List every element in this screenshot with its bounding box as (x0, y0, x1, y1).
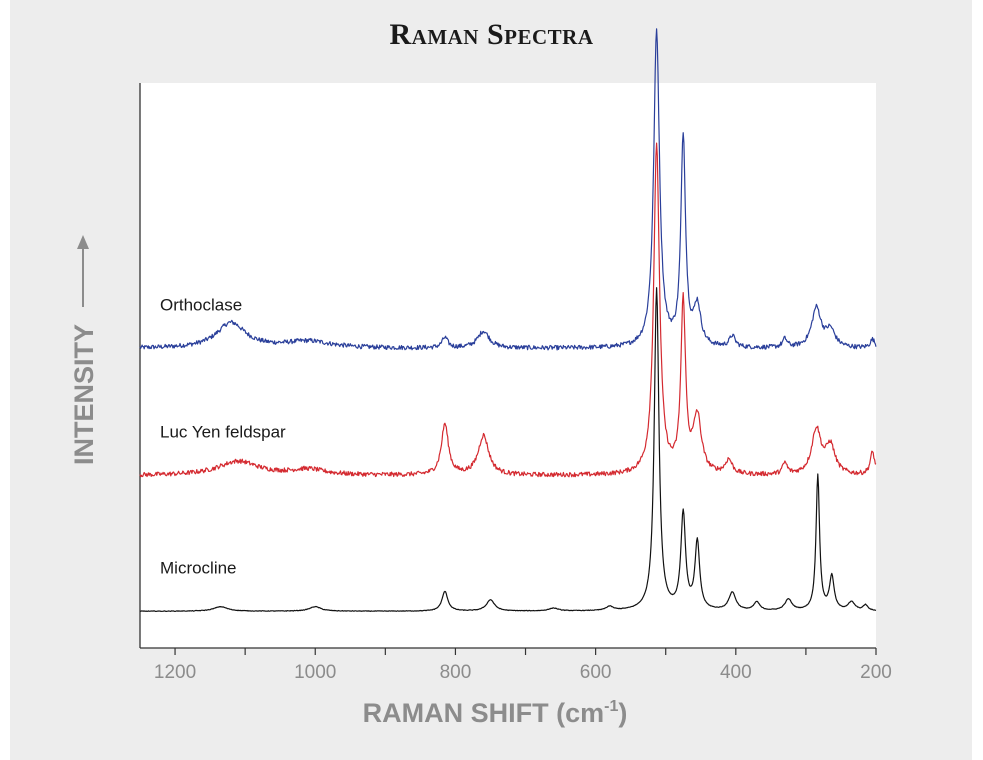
y-axis-arrow-head (77, 235, 89, 249)
x-tick-label: 200 (860, 662, 892, 683)
series-line-luc-yen-feldspar (139, 142, 877, 478)
series-line-microcline (139, 287, 877, 612)
x-axis-title-end: ) (618, 698, 627, 728)
y-axis-title: INTENSITY (69, 324, 99, 465)
x-axis-title: RAMAN SHIFT (cm-1) (363, 698, 628, 728)
chart-title: Raman Spectra (389, 18, 594, 51)
series-line-orthoclase (139, 28, 877, 351)
x-tick-label: 800 (440, 662, 472, 683)
series-label-luc-yen-feldspar: Luc Yen feldspar (160, 423, 286, 442)
plot-area (140, 83, 876, 648)
x-tick-label: 600 (580, 662, 612, 683)
x-tick-label: 400 (720, 662, 752, 683)
x-axis-title-main: RAMAN SHIFT (cm (363, 698, 605, 728)
x-axis-title-superscript: -1 (604, 698, 618, 715)
x-tick-label: 1000 (294, 662, 336, 683)
series-label-microcline: Microcline (160, 558, 237, 577)
x-tick-label: 1200 (154, 662, 196, 683)
series-label-orthoclase: Orthoclase (160, 296, 242, 315)
